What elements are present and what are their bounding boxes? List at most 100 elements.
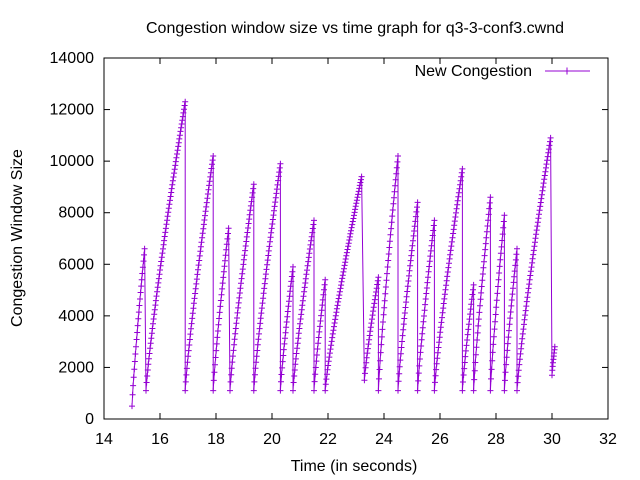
data-point xyxy=(505,334,512,341)
data-point xyxy=(396,363,403,370)
data-point xyxy=(371,300,378,307)
data-point xyxy=(450,230,457,237)
data-point xyxy=(264,257,271,264)
data-point xyxy=(260,290,267,297)
data-point xyxy=(329,334,336,341)
data-point xyxy=(400,321,407,328)
data-point xyxy=(481,252,488,259)
data-point xyxy=(371,296,378,303)
data-point xyxy=(279,358,286,365)
data-point xyxy=(335,298,342,305)
data-point xyxy=(358,176,364,183)
data-point xyxy=(150,316,157,322)
data-point xyxy=(301,288,308,295)
data-point xyxy=(442,286,449,293)
data-point xyxy=(349,221,356,228)
data-point xyxy=(541,172,548,179)
data-point xyxy=(367,328,374,335)
data-point xyxy=(425,268,432,275)
data-point xyxy=(129,391,136,398)
data-point xyxy=(252,365,259,372)
data-point xyxy=(185,347,192,354)
data-point xyxy=(223,241,230,248)
data-point xyxy=(308,233,315,240)
data-point xyxy=(312,364,319,371)
data-point xyxy=(136,302,143,309)
data-point xyxy=(332,316,339,323)
data-point xyxy=(431,387,438,394)
data-point xyxy=(293,350,300,357)
data-point xyxy=(361,377,368,384)
data-point xyxy=(227,387,233,394)
data-point xyxy=(315,334,322,341)
data-point xyxy=(169,177,176,184)
data-point xyxy=(197,243,204,250)
data-point xyxy=(338,278,345,285)
y-axis-ticks: 0 2000 4000 6000 8000 10000 12000 14000 xyxy=(50,50,608,428)
data-point xyxy=(385,251,392,257)
data-point xyxy=(381,304,388,311)
data-point xyxy=(250,387,257,394)
data-point xyxy=(525,285,532,292)
data-point xyxy=(438,319,445,326)
data-point xyxy=(456,185,463,192)
data-point xyxy=(353,197,360,204)
data-point xyxy=(160,245,166,252)
data-point xyxy=(345,240,352,247)
data-point xyxy=(447,247,454,254)
data-point xyxy=(388,219,395,226)
data-point xyxy=(484,223,491,229)
data-point xyxy=(351,212,357,219)
x-tick-label: 18 xyxy=(207,431,225,448)
data-point xyxy=(461,359,468,366)
data-point xyxy=(497,250,504,257)
data-point xyxy=(266,243,273,250)
data-point xyxy=(546,142,553,149)
data-point xyxy=(332,312,339,319)
data-point xyxy=(210,153,217,159)
data-point xyxy=(381,297,388,304)
x-tick-label: 22 xyxy=(319,431,337,448)
data-point xyxy=(240,256,247,263)
y-tick-label: 8000 xyxy=(58,205,94,222)
data-point xyxy=(391,194,397,201)
data-point xyxy=(152,297,159,304)
data-point xyxy=(255,336,262,343)
data-point xyxy=(551,343,558,350)
data-point xyxy=(397,350,404,357)
data-point xyxy=(507,309,514,315)
data-point xyxy=(316,328,323,335)
data-point xyxy=(146,350,153,357)
data-point xyxy=(386,238,393,245)
data-point xyxy=(214,328,221,334)
data-point xyxy=(475,322,482,329)
data-point xyxy=(510,279,517,286)
data-point xyxy=(258,305,265,312)
data-point xyxy=(418,343,425,349)
data-point xyxy=(256,325,263,332)
data-point xyxy=(534,223,541,230)
data-point xyxy=(495,276,502,283)
data-point xyxy=(322,276,329,283)
data-point xyxy=(364,350,371,357)
data-point xyxy=(261,280,268,287)
data-point xyxy=(149,325,156,332)
data-point xyxy=(339,275,346,282)
data-point xyxy=(294,340,301,347)
data-point xyxy=(404,288,411,295)
data-point xyxy=(522,307,529,314)
data-point xyxy=(396,370,403,377)
data-point xyxy=(475,316,482,323)
data-point xyxy=(380,311,387,318)
data-point xyxy=(159,250,166,257)
data-point xyxy=(210,387,217,394)
data-point xyxy=(185,353,192,360)
data-point xyxy=(515,373,522,380)
data-point xyxy=(537,203,544,210)
data-point xyxy=(341,262,348,269)
data-point xyxy=(376,375,382,382)
data-point xyxy=(512,262,519,269)
data-point xyxy=(462,347,469,354)
data-point xyxy=(367,324,374,331)
data-point xyxy=(305,258,312,265)
